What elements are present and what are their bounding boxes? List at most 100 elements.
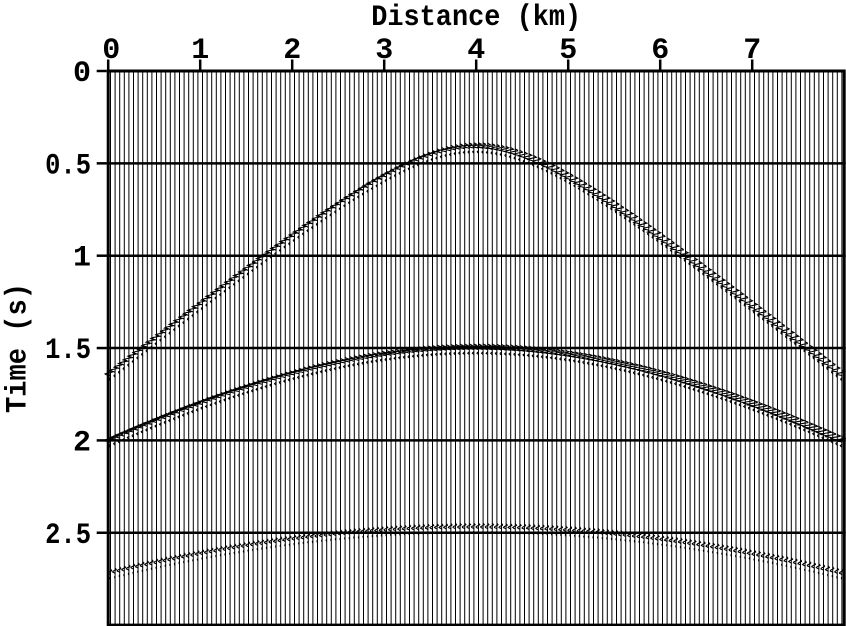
y-axis-tick-labels: 0 0.5 1 1.5 2 2.5 xyxy=(45,57,91,553)
wiggle-excursion-reflection-2 xyxy=(591,362,594,367)
wiggle-excursion-reflection-1 xyxy=(347,190,359,197)
wiggle-excursion-reflection-3 xyxy=(693,547,696,551)
wiggle-excursion-reflection-2 xyxy=(552,349,565,356)
y-tick-label-0: 0 xyxy=(73,57,91,91)
wiggle-excursion-reflection-2 xyxy=(379,349,391,357)
plot-border xyxy=(106,69,846,626)
wiggle-excursion-reflection-2 xyxy=(223,398,226,402)
wiggle-excursion-reflection-2 xyxy=(466,351,470,356)
wiggle-excursion-reflection-3 xyxy=(146,568,148,572)
wiggle-excursion-reflection-3 xyxy=(136,570,139,573)
wiggle-excursion-reflection-3 xyxy=(130,563,136,570)
wiggle-excursion-reflection-1 xyxy=(379,181,383,186)
x-tick-label-4: 4 xyxy=(467,34,485,68)
wiggle-excursion-reflection-3 xyxy=(801,560,808,567)
wiggle-excursion-reflection-3 xyxy=(226,544,233,551)
wiggle-excursion-reflection-2 xyxy=(158,422,162,427)
wiggle-excursion-reflection-3 xyxy=(728,545,734,553)
wiggle-excursion-reflection-1 xyxy=(770,319,782,327)
wiggle-excursion-reflection-1 xyxy=(439,154,443,159)
wiggle-excursion-reflection-2 xyxy=(680,378,695,385)
wiggle-excursion-reflection-1 xyxy=(587,192,590,197)
wiggle-excursion-reflection-2 xyxy=(801,422,815,429)
wiggle-excursion-reflection-1 xyxy=(504,154,507,158)
wiggle-excursion-reflection-1 xyxy=(811,352,824,359)
wiggle-excursion-reflection-2 xyxy=(796,420,809,427)
wiggle-excursion-reflection-2 xyxy=(435,352,438,357)
wiggle-excursion-reflection-3 xyxy=(833,567,840,574)
wiggle-excursion-reflection-1 xyxy=(503,146,515,154)
wiggle-excursion-reflection-3 xyxy=(716,551,719,555)
wiggle-excursion-reflection-1 xyxy=(563,173,574,181)
wiggle-excursion-reflection-3 xyxy=(139,561,145,568)
wiggle-excursion-reflection-1 xyxy=(729,292,732,297)
wiggle-excursion-reflection-3 xyxy=(661,543,663,547)
wiggle-excursion-reflection-1 xyxy=(457,142,469,150)
wiggle-excursion-reflection-2 xyxy=(328,367,332,372)
wiggle-excursion-reflection-1 xyxy=(113,374,116,378)
wiggle-excursion-reflection-3 xyxy=(746,549,752,556)
wiggle-excursion-reflection-2 xyxy=(770,414,774,419)
wiggle-excursion-reflection-2 xyxy=(345,355,358,362)
wiggle-excursion-reflection-1 xyxy=(573,184,576,188)
wiggle-excursion-reflection-1 xyxy=(719,281,731,288)
wiggle-excursion-reflection-1 xyxy=(587,187,598,195)
wiggle-excursion-reflection-2 xyxy=(494,351,498,356)
wiggle-excursion-reflection-3 xyxy=(238,550,240,554)
wiggle-excursion-reflection-1 xyxy=(541,167,544,171)
wiggle-excursion-reflection-3 xyxy=(171,554,177,561)
x-tick-label-2: 2 xyxy=(283,34,301,68)
wiggle-excursion-reflection-3 xyxy=(757,559,760,562)
wiggle-excursion-reflection-3 xyxy=(111,567,118,574)
wiggle-excursion-reflection-1 xyxy=(633,222,636,227)
wiggle-excursion-reflection-2 xyxy=(772,410,788,418)
wiggle-excursion-reflection-2 xyxy=(310,372,314,376)
wiggle-excursion-reflection-2 xyxy=(734,401,737,406)
wiggle-excursion-reflection-2 xyxy=(742,404,746,409)
wiggle-excursion-reflection-2 xyxy=(149,426,153,430)
wiggle-excursion-reflection-3 xyxy=(134,562,140,569)
wiggle-excursion-reflection-3 xyxy=(447,522,453,530)
wiggle-excursion-reflection-2 xyxy=(140,429,144,434)
wiggle-excursion-reflection-1 xyxy=(232,282,236,287)
wiggle-excursion-reflection-2 xyxy=(209,403,213,407)
wiggle-excursion-reflection-1 xyxy=(214,296,217,300)
wiggle-excursion-reflection-1 xyxy=(489,143,500,151)
wiggle-excursion-reflection-1 xyxy=(820,358,832,366)
wiggle-excursion-reflection-1 xyxy=(357,184,368,192)
wiggle-excursion-reflection-3 xyxy=(273,536,278,544)
wiggle-excursion-reflection-1 xyxy=(807,348,819,356)
wiggle-excursion-reflection-1 xyxy=(550,171,553,175)
wiggle-excursion-reflection-2 xyxy=(766,413,769,418)
wiggle-excursion-reflection-3 xyxy=(765,552,770,559)
wiggle-excursion-reflection-1 xyxy=(738,295,749,303)
wiggle-excursion-reflection-3 xyxy=(240,542,246,549)
wiggle-excursion-reflection-1 xyxy=(637,225,640,230)
wiggle-excursion-reflection-2 xyxy=(607,358,621,366)
wiggle-excursion-reflection-1 xyxy=(596,193,607,200)
wiggle-excursion-reflection-3 xyxy=(615,537,617,541)
wiggle-excursion-reflection-2 xyxy=(651,375,654,380)
wiggle-excursion-reflection-2 xyxy=(382,349,395,356)
x-tick-label-6: 6 xyxy=(651,34,669,68)
y-tick-label-2.5: 2.5 xyxy=(45,519,91,553)
wiggle-excursion-reflection-2 xyxy=(430,352,433,357)
wiggle-excursion-reflection-2 xyxy=(664,379,668,384)
wiggle-excursion-reflection-2 xyxy=(204,404,208,409)
wiggle-excursion-reflection-3 xyxy=(311,540,314,544)
wiggle-excursion-reflection-1 xyxy=(260,262,263,266)
wiggle-excursion-reflection-2 xyxy=(449,352,452,356)
wiggle-excursion-reflection-2 xyxy=(145,428,148,432)
wiggle-excursion-reflection-1 xyxy=(177,324,180,328)
wiggle-excursion-reflection-2 xyxy=(692,387,696,392)
wiggle-excursion-reflection-2 xyxy=(190,409,194,414)
wiggle-excursion-reflection-1 xyxy=(481,150,484,154)
wiggle-excursion-reflection-2 xyxy=(177,414,180,419)
wiggle-excursion-reflection-1 xyxy=(582,184,593,192)
wiggle-excursion-reflection-2 xyxy=(113,441,116,446)
wiggle-excursion-reflection-2 xyxy=(793,424,797,429)
wiggle-excursion-reflection-2 xyxy=(621,361,636,369)
wiggle-excursion-reflection-1 xyxy=(172,327,176,332)
wiggle-excursion-reflection-1 xyxy=(458,151,461,155)
wiggle-excursion-reflection-1 xyxy=(702,272,705,276)
